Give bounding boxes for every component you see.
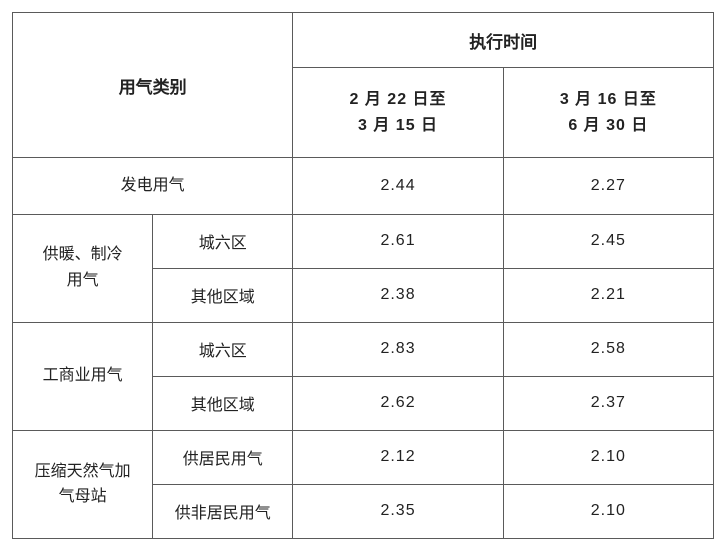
- cat-line2: 气母站: [59, 488, 107, 505]
- table-row: 供暖、制冷 用气 城六区 2.61 2.45: [13, 214, 714, 268]
- header-row-1: 用气类别 执行时间: [13, 13, 714, 68]
- period-2-line2: 6 月 30 日: [568, 117, 648, 134]
- value-cell: 2.12: [293, 430, 503, 484]
- value-cell: 2.44: [293, 158, 503, 214]
- category-cell: 工商业用气: [13, 322, 153, 430]
- value-cell: 2.61: [293, 214, 503, 268]
- subcategory-cell: 城六区: [153, 214, 293, 268]
- subcategory-cell: 供非居民用气: [153, 484, 293, 538]
- subcategory-cell: 城六区: [153, 322, 293, 376]
- cat-line1: 供暖、制冷: [43, 246, 123, 263]
- period-1-line2: 3 月 15 日: [358, 117, 438, 134]
- header-period-2: 3 月 16 日至 6 月 30 日: [503, 68, 713, 158]
- subcategory-cell: 供居民用气: [153, 430, 293, 484]
- table-row: 工商业用气 城六区 2.83 2.58: [13, 322, 714, 376]
- gas-price-table: 用气类别 执行时间 2 月 22 日至 3 月 15 日 3 月 16 日至 6…: [12, 12, 714, 539]
- subcategory-cell: 其他区域: [153, 376, 293, 430]
- value-cell: 2.10: [503, 430, 713, 484]
- cat-line1: 压缩天然气加: [35, 463, 131, 480]
- header-execution-time: 执行时间: [293, 13, 714, 68]
- period-1-line1: 2 月 22 日至: [350, 91, 447, 108]
- value-cell: 2.83: [293, 322, 503, 376]
- header-category: 用气类别: [13, 13, 293, 158]
- value-cell: 2.45: [503, 214, 713, 268]
- subcategory-cell: 其他区域: [153, 268, 293, 322]
- cat-line2: 用气: [67, 272, 99, 289]
- category-cell: 发电用气: [13, 158, 293, 214]
- value-cell: 2.37: [503, 376, 713, 430]
- table-row: 发电用气 2.44 2.27: [13, 158, 714, 214]
- value-cell: 2.27: [503, 158, 713, 214]
- value-cell: 2.21: [503, 268, 713, 322]
- header-period-1: 2 月 22 日至 3 月 15 日: [293, 68, 503, 158]
- category-cell: 供暖、制冷 用气: [13, 214, 153, 322]
- value-cell: 2.35: [293, 484, 503, 538]
- value-cell: 2.62: [293, 376, 503, 430]
- table-row: 压缩天然气加 气母站 供居民用气 2.12 2.10: [13, 430, 714, 484]
- value-cell: 2.10: [503, 484, 713, 538]
- category-cell: 压缩天然气加 气母站: [13, 430, 153, 538]
- period-2-line1: 3 月 16 日至: [560, 91, 657, 108]
- value-cell: 2.38: [293, 268, 503, 322]
- value-cell: 2.58: [503, 322, 713, 376]
